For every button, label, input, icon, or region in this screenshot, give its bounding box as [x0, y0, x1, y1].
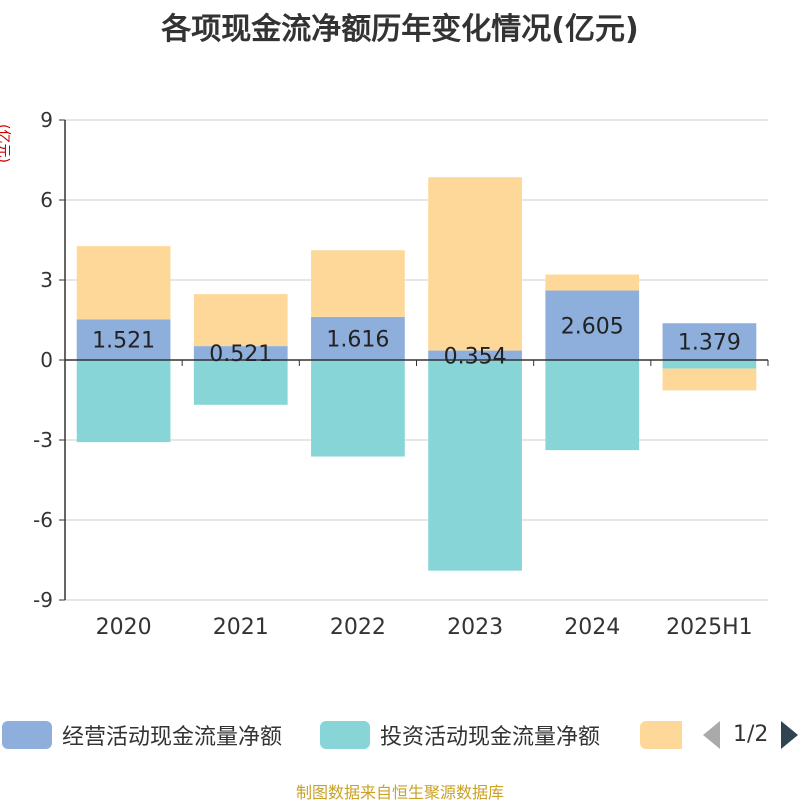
bar-3-2024: [545, 274, 640, 291]
y-tick-label: 3: [40, 268, 53, 292]
bar-2-2021: [193, 360, 288, 405]
bar-1-2023: [428, 350, 522, 360]
data-label-2021: 0.521: [209, 342, 272, 367]
legend-next-page-icon[interactable]: [781, 721, 798, 749]
x-tick-label: 2025H1: [666, 615, 753, 640]
y-tick-label: 6: [40, 188, 53, 212]
bar-1-2020: [76, 319, 171, 360]
data-label-2022: 1.616: [326, 327, 389, 352]
x-tick-label: 2023: [447, 615, 503, 640]
data-label-2023: 0.354: [444, 344, 507, 369]
bar-1-2025H1: [662, 323, 757, 360]
x-tick-label: 2024: [564, 615, 620, 640]
bar-3-2022: [311, 250, 405, 317]
data-label-2020: 1.521: [92, 329, 155, 354]
legend-prev-page-icon[interactable]: [703, 721, 720, 749]
bar-3-2023: [428, 177, 522, 351]
source-note: 制图数据来自恒生聚源数据库: [295, 783, 504, 802]
x-tick-label: 2020: [96, 615, 152, 640]
y-tick-label: 9: [40, 108, 53, 132]
bar-2-2020: [76, 360, 171, 443]
bar-2-2022: [311, 360, 405, 457]
legend-item-financing[interactable]: [640, 718, 682, 752]
legend-label-investing: 投资活动现金流量净额: [380, 725, 601, 750]
bar-2-2023: [428, 360, 522, 571]
legend: 经营活动现金流量净额 投资活动现金流量净额: [0, 718, 800, 752]
legend-swatch-operating: [2, 721, 52, 749]
legend-page-indicator: 1/2: [733, 722, 769, 747]
bar-3-2021: [193, 294, 288, 347]
bar-1-2024: [545, 290, 640, 360]
data-label-2025H1: 1.379: [678, 331, 741, 356]
legend-item-investing[interactable]: 投资活动现金流量净额: [320, 718, 600, 752]
legend-swatch-investing: [320, 721, 370, 749]
legend-item-operating[interactable]: 经营活动现金流量净额: [2, 718, 282, 752]
bar-1-2022: [311, 316, 405, 360]
y-tick-label: -6: [33, 508, 53, 532]
y-tick-label: -9: [33, 588, 53, 612]
bar-3-2025H1: [662, 368, 757, 391]
x-tick-label: 2022: [330, 615, 386, 640]
bar-2-2025H1: [662, 360, 757, 369]
chart-plot: 9 6 3 0 -3 -6 -9 1.521 0.521 1.616 0.354 2.605 1.379…: [33, 108, 769, 640]
legend-label-operating: 经营活动现金流量净额: [62, 725, 283, 750]
y-tick-label: 0: [40, 348, 53, 372]
x-tick-label: 2021: [213, 615, 269, 640]
chart-title: 各项现金流净额历年变化情况(亿元): [161, 12, 639, 47]
y-tick-label: -3: [33, 428, 53, 452]
legend-swatch-financing: [640, 721, 682, 749]
bar-3-2020: [76, 246, 171, 320]
bar-2-2024: [545, 360, 640, 451]
data-label-2024: 2.605: [561, 314, 624, 339]
bar-1-2021: [193, 346, 288, 360]
